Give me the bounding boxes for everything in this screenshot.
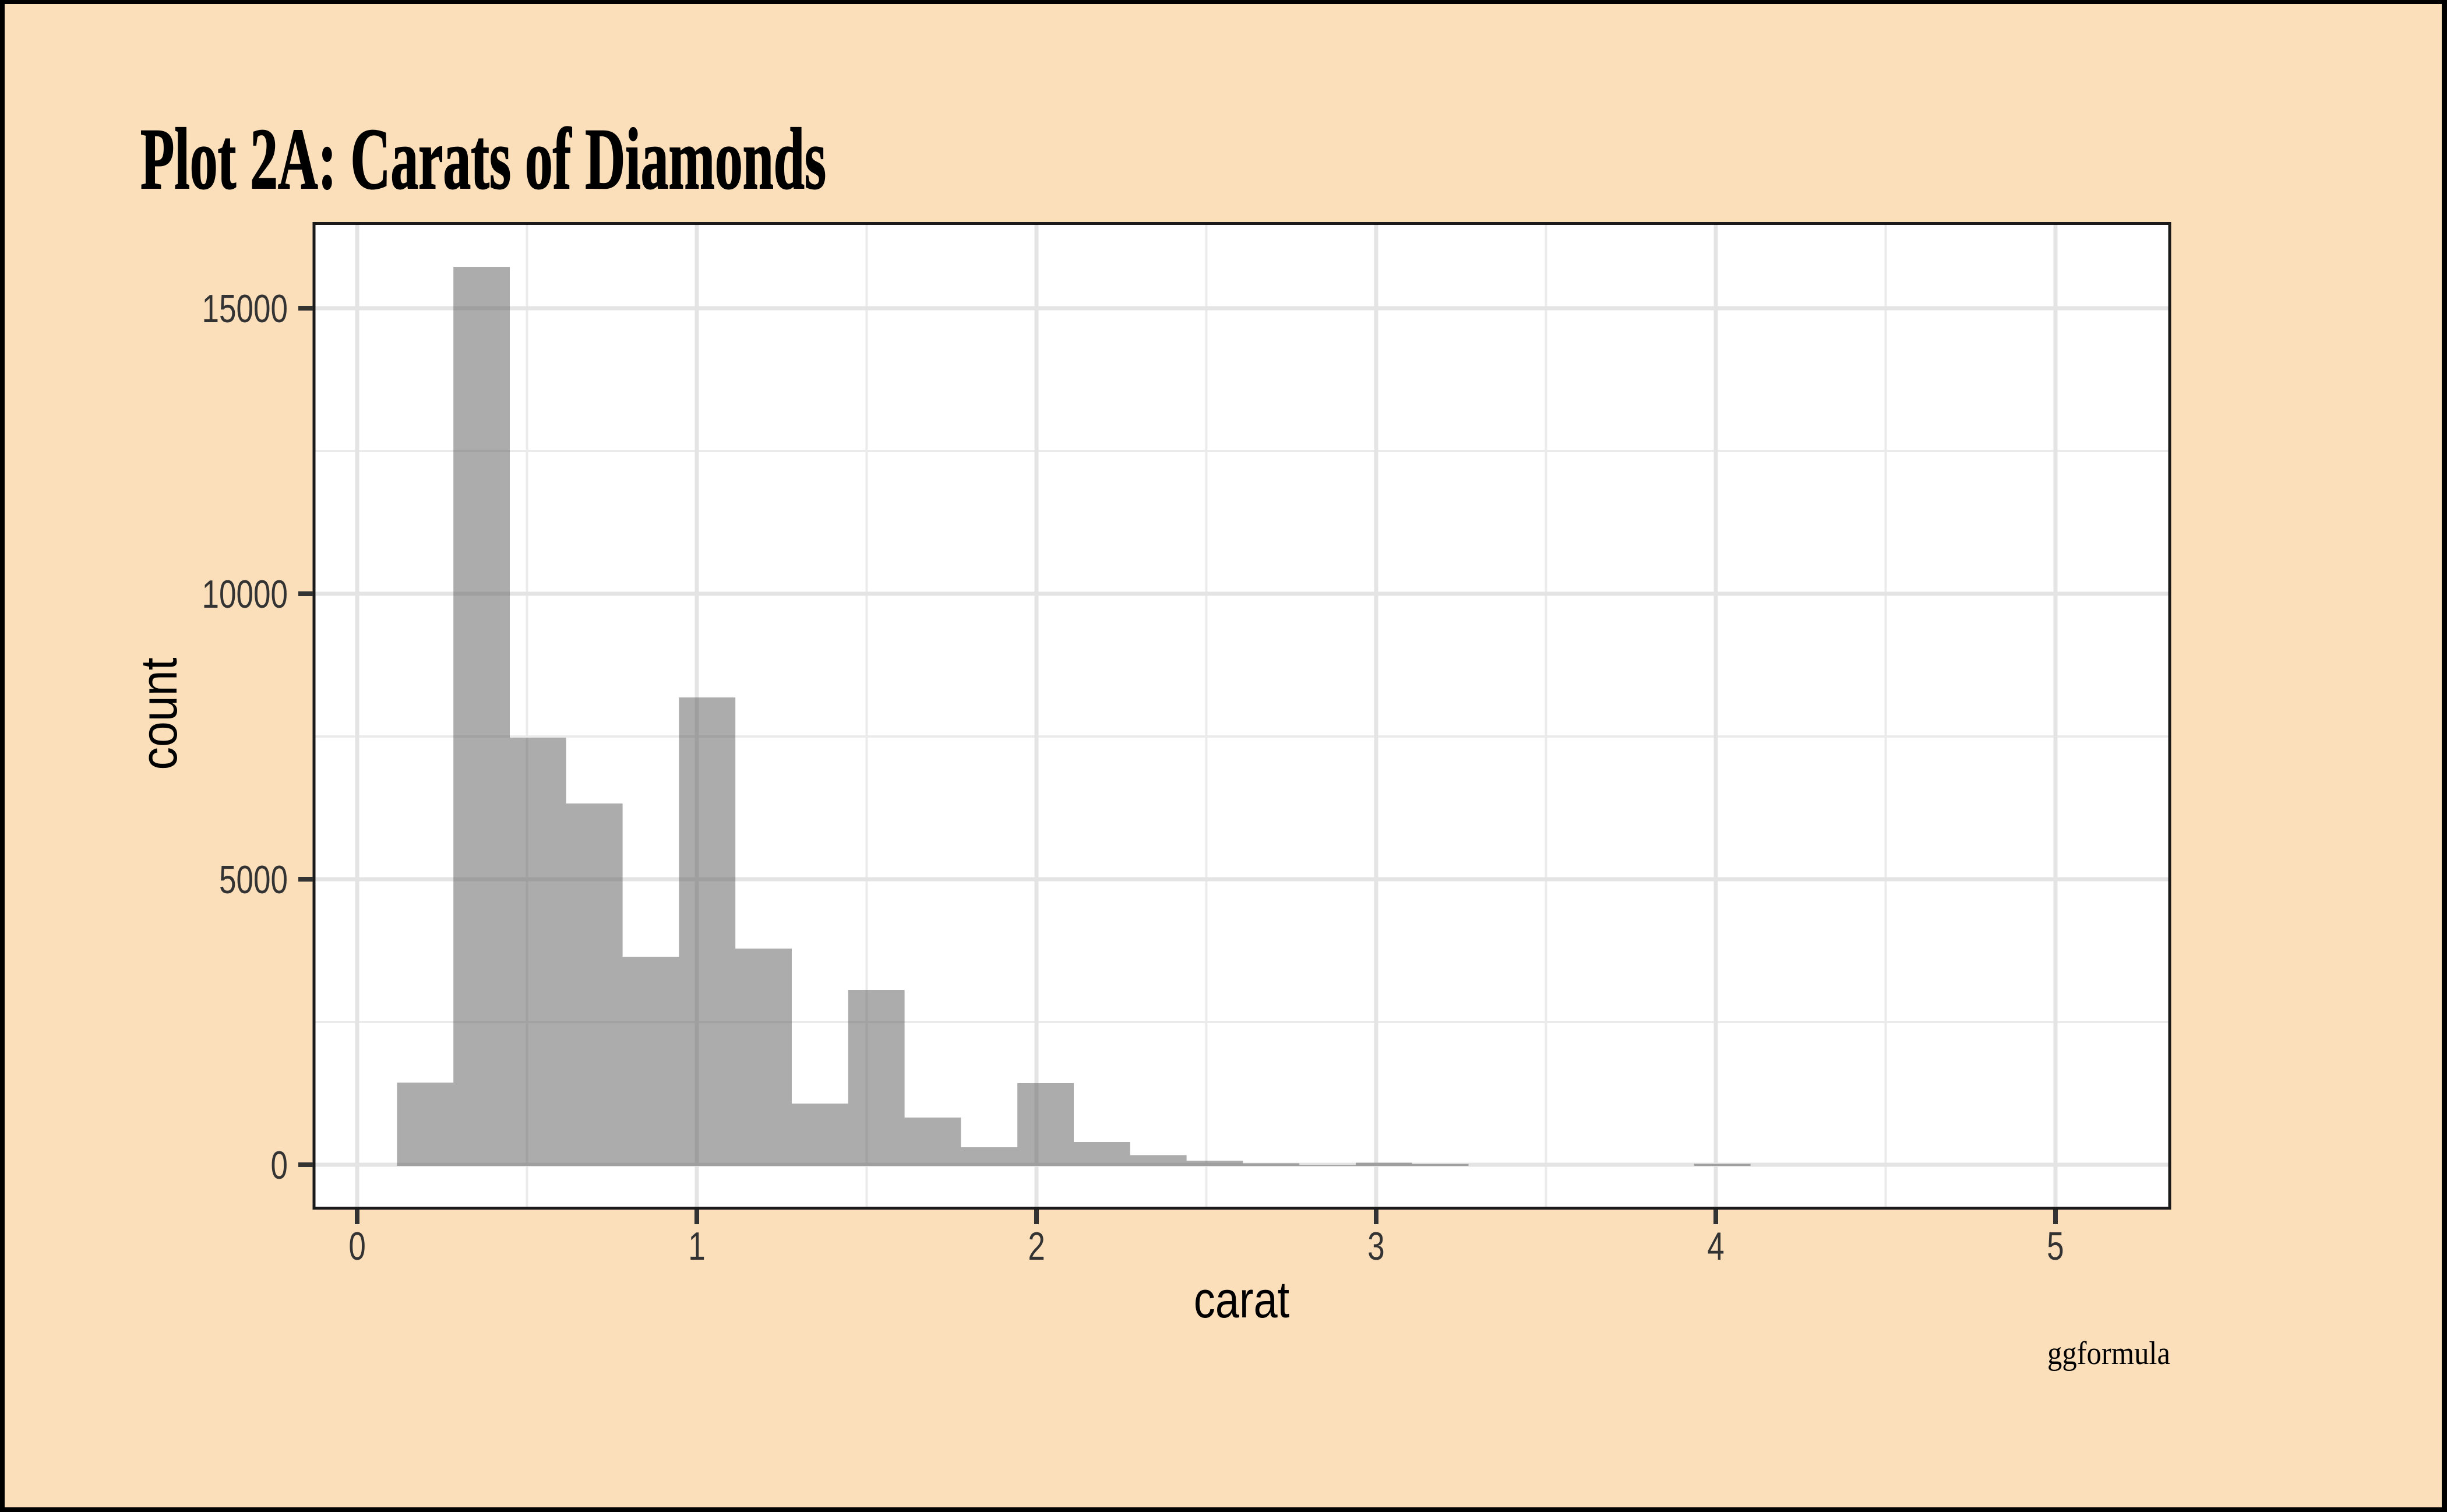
svg-text:carat: carat [1194,1271,1289,1329]
svg-text:5: 5 [2047,1224,2064,1268]
svg-text:4: 4 [1707,1224,1725,1268]
svg-text:0: 0 [270,1143,288,1187]
svg-text:2: 2 [1028,1224,1045,1268]
svg-text:5000: 5000 [219,858,288,902]
svg-text:3: 3 [1367,1224,1385,1268]
svg-text:count: count [130,657,188,770]
svg-text:15000: 15000 [202,287,288,331]
svg-text:0: 0 [348,1224,366,1268]
svg-text:1: 1 [688,1224,706,1268]
svg-text:Plot 2A: Carats of Diamonds: Plot 2A: Carats of Diamonds [140,111,826,207]
svg-text:10000: 10000 [202,572,288,616]
svg-text:ggformula: ggformula [2047,1335,2170,1372]
